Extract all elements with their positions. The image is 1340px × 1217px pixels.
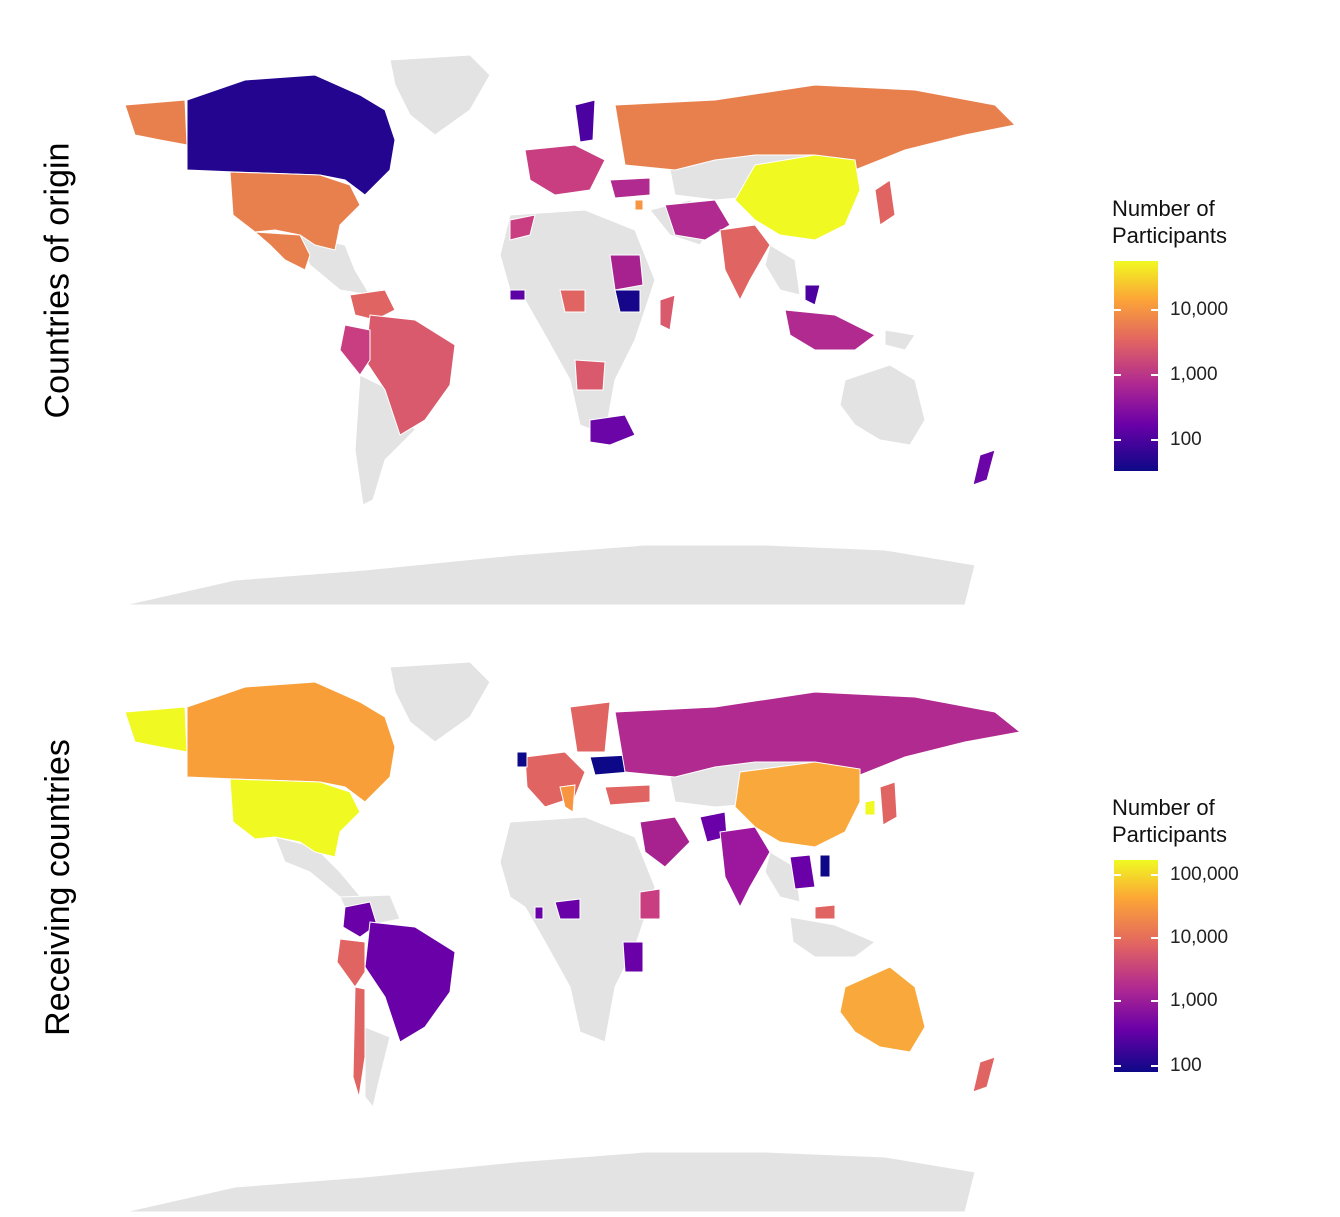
scandinavia: [574, 99, 596, 143]
papua-new-guinea: [884, 329, 916, 351]
origin-panel: Countries of origin: [0, 0, 1340, 607]
legend-title-line1: Number of: [1112, 795, 1215, 820]
chile: [352, 986, 366, 1098]
legend-receiving: Number of Participants 100,000 10,000 1,…: [1112, 794, 1239, 1076]
thailand-vietnam: [789, 854, 816, 890]
row-label-text: Countries of origin: [38, 142, 77, 418]
malaysia-singapore: [814, 904, 836, 920]
africa: [499, 209, 656, 436]
nigeria: [559, 289, 586, 313]
brazil: [364, 314, 456, 436]
turkey: [604, 784, 651, 806]
western-europe: [524, 144, 606, 196]
russia: [614, 691, 1022, 778]
ethiopia: [639, 888, 661, 920]
somalia: [659, 294, 676, 331]
uk-ireland: [516, 751, 528, 768]
receiving-panel: Receiving countries: [0, 607, 1340, 1214]
ghana: [534, 906, 544, 920]
israel: [634, 199, 644, 211]
legend-tick-label: 10,000: [1170, 927, 1229, 948]
alaska: [124, 99, 188, 146]
iran-pakistan: [664, 199, 731, 241]
peru: [339, 324, 371, 376]
australia: [839, 966, 926, 1053]
legend-title-line2: Participants: [1112, 822, 1227, 847]
brazil: [364, 921, 456, 1043]
south-sudan: [614, 289, 641, 313]
africa: [499, 816, 656, 1043]
indonesia-malaysia: [784, 309, 876, 351]
nigeria: [554, 898, 581, 920]
united-states: [229, 171, 361, 251]
legend-tick-label: 1,000: [1170, 990, 1218, 1011]
legend-tick-label: 100: [1170, 1055, 1202, 1076]
legend-title-line1: Number of: [1112, 196, 1215, 221]
mexico: [253, 231, 311, 271]
philippines: [819, 854, 831, 878]
peru: [336, 938, 366, 988]
new-zealand: [972, 1056, 996, 1093]
india: [719, 224, 771, 302]
italy: [559, 784, 576, 813]
greenland: [389, 54, 491, 136]
legend-title-line2: Participants: [1112, 223, 1227, 248]
greenland: [389, 661, 491, 743]
south-africa: [589, 414, 636, 446]
china: [734, 761, 861, 848]
legend-colorbar: [1114, 261, 1158, 471]
legend-tick-label: 100,000: [1170, 864, 1239, 885]
legend-origin: Number of Participants 10,000 1,000 100: [1112, 195, 1228, 471]
world-map-receiving: [124, 661, 1022, 1213]
china: [734, 154, 861, 241]
legend-tick-label: 10,000: [1170, 299, 1229, 320]
scandinavia: [569, 701, 611, 753]
south-america-south: [364, 1026, 391, 1109]
legend-tick-label: 100: [1170, 429, 1202, 450]
australia: [839, 364, 926, 446]
sudan: [609, 254, 644, 291]
japan-korea: [874, 179, 896, 226]
saudi-arabia: [639, 816, 691, 868]
row-label-receiving: Receiving countries: [8, 607, 108, 1167]
alaska: [124, 706, 188, 753]
korea: [864, 799, 876, 816]
colored-countries: [124, 74, 1017, 486]
row-label-text: Receiving countries: [38, 738, 77, 1036]
western-europe: [524, 751, 586, 808]
angola: [574, 359, 606, 391]
southeast-asia-mainland: [764, 244, 801, 296]
colored-countries: [124, 681, 1022, 1098]
antarctica: [124, 1151, 976, 1213]
new-zealand: [972, 449, 996, 486]
senegal: [509, 289, 526, 301]
vietnam-philippines: [804, 284, 821, 306]
world-map-origin: [124, 54, 1017, 606]
japan: [879, 781, 898, 826]
indonesia: [789, 916, 876, 958]
kenya-tanzania: [622, 941, 644, 973]
antarctica: [124, 544, 976, 606]
legend-colorbar: [1114, 860, 1158, 1072]
venezuela-colombia: [349, 289, 396, 321]
legend-tick-label: 1,000: [1170, 364, 1218, 385]
turkey: [609, 177, 651, 199]
morocco: [509, 214, 536, 241]
russia: [614, 84, 1017, 171]
india: [719, 826, 771, 909]
row-label-origin: Countries of origin: [8, 0, 108, 560]
united-states: [229, 778, 361, 858]
